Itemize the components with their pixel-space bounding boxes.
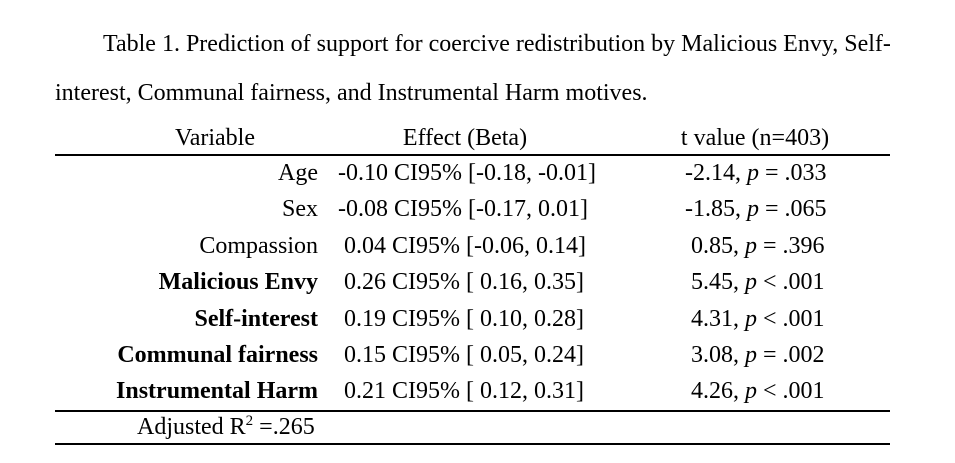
p-symbol: p <box>745 342 757 369</box>
p-value: < .001 <box>757 269 825 296</box>
r2-superscript: 2 <box>245 413 254 429</box>
tvalue-cell: 4.26, p < .001 <box>600 374 890 412</box>
adjusted-r2-label: Adjusted R <box>137 414 246 440</box>
effect-cell: 0.19 CI95% [ 0.10, 0.28] <box>338 305 584 332</box>
tvalue-cell: 0.85, p = .396 <box>600 228 890 265</box>
variable-cell: Age <box>278 160 318 187</box>
variable-cell: Communal fairness <box>117 342 318 369</box>
p-value: < .001 <box>757 378 825 405</box>
p-symbol: p <box>745 232 757 259</box>
t-statistic: 4.31, <box>685 305 745 332</box>
variable-cell: Compassion <box>199 232 318 259</box>
table-caption-line2: interest, Communal fairness, and Instrum… <box>55 80 648 106</box>
p-symbol: p <box>747 160 759 187</box>
effect-cell: 0.21 CI95% [ 0.12, 0.31] <box>330 374 600 412</box>
table-row: Age -0.10 CI95% [-0.18, -0.01] -2.14, p … <box>55 155 890 192</box>
p-symbol: p <box>745 305 757 332</box>
variable-cell: Sex <box>282 196 318 223</box>
table-row: Malicious Envy 0.26 CI95% [ 0.16, 0.35] … <box>55 265 890 302</box>
effect-cell: 0.26 CI95% [ 0.16, 0.35] <box>338 269 584 296</box>
table-caption-line1: Table 1. Prediction of support for coerc… <box>103 31 891 57</box>
effect-cell: -0.10 CI95% [-0.18, -0.01] <box>338 160 596 187</box>
p-value: = .396 <box>757 232 825 259</box>
p-symbol: p <box>745 378 757 405</box>
footer-row: Adjusted R2 =.265 <box>55 410 890 445</box>
header-row: Variable Effect (Beta) t value (n=403) <box>55 123 890 156</box>
t-statistic: 0.85, <box>685 232 745 259</box>
table-row: Instrumental Harm 0.21 CI95% [ 0.12, 0.3… <box>55 374 890 412</box>
col-header-variable: Variable <box>55 123 330 156</box>
table-row: Compassion 0.04 CI95% [-0.06, 0.14] 0.85… <box>55 228 890 265</box>
p-value: < .001 <box>757 305 825 332</box>
tvalue-cell: -1.85, p = .065 <box>600 192 890 229</box>
t-statistic: -1.85, <box>685 196 747 223</box>
tvalue-cell: -2.14, p = .033 <box>600 155 890 192</box>
p-value: = .033 <box>759 160 827 187</box>
col-header-effect: Effect (Beta) <box>330 123 600 156</box>
effect-cell: 0.04 CI95% [-0.06, 0.14] <box>338 232 586 259</box>
results-table: Variable Effect (Beta) t value (n=403) A… <box>55 123 890 445</box>
col-header-tvalue: t value (n=403) <box>600 123 890 156</box>
p-value: = .002 <box>757 342 825 369</box>
variable-cell: Self-interest <box>194 305 318 332</box>
tvalue-cell: 4.31, p < .001 <box>600 301 890 338</box>
tvalue-cell: 5.45, p < .001 <box>600 265 890 302</box>
t-statistic: -2.14, <box>685 160 747 187</box>
p-symbol: p <box>745 269 757 296</box>
table-row: Sex -0.08 CI95% [-0.17, 0.01] -1.85, p =… <box>55 192 890 229</box>
effect-cell: -0.08 CI95% [-0.17, 0.01] <box>338 196 588 223</box>
p-symbol: p <box>747 196 759 223</box>
tvalue-cell: 3.08, p = .002 <box>600 338 890 375</box>
p-value: = .065 <box>759 196 827 223</box>
effect-cell: 0.15 CI95% [ 0.05, 0.24] <box>338 342 584 369</box>
variable-cell: Instrumental Harm <box>55 374 330 412</box>
variable-cell: Malicious Envy <box>158 269 318 296</box>
table-row: Self-interest 0.19 CI95% [ 0.10, 0.28] 4… <box>55 301 890 338</box>
t-statistic: 4.26, <box>685 378 745 405</box>
adjusted-r2-cell: Adjusted R2 =.265 <box>55 410 890 445</box>
adjusted-r2-value: =.265 <box>253 414 315 440</box>
t-statistic: 3.08, <box>685 342 745 369</box>
table-row: Communal fairness 0.15 CI95% [ 0.05, 0.2… <box>55 338 890 375</box>
t-statistic: 5.45, <box>685 269 745 296</box>
